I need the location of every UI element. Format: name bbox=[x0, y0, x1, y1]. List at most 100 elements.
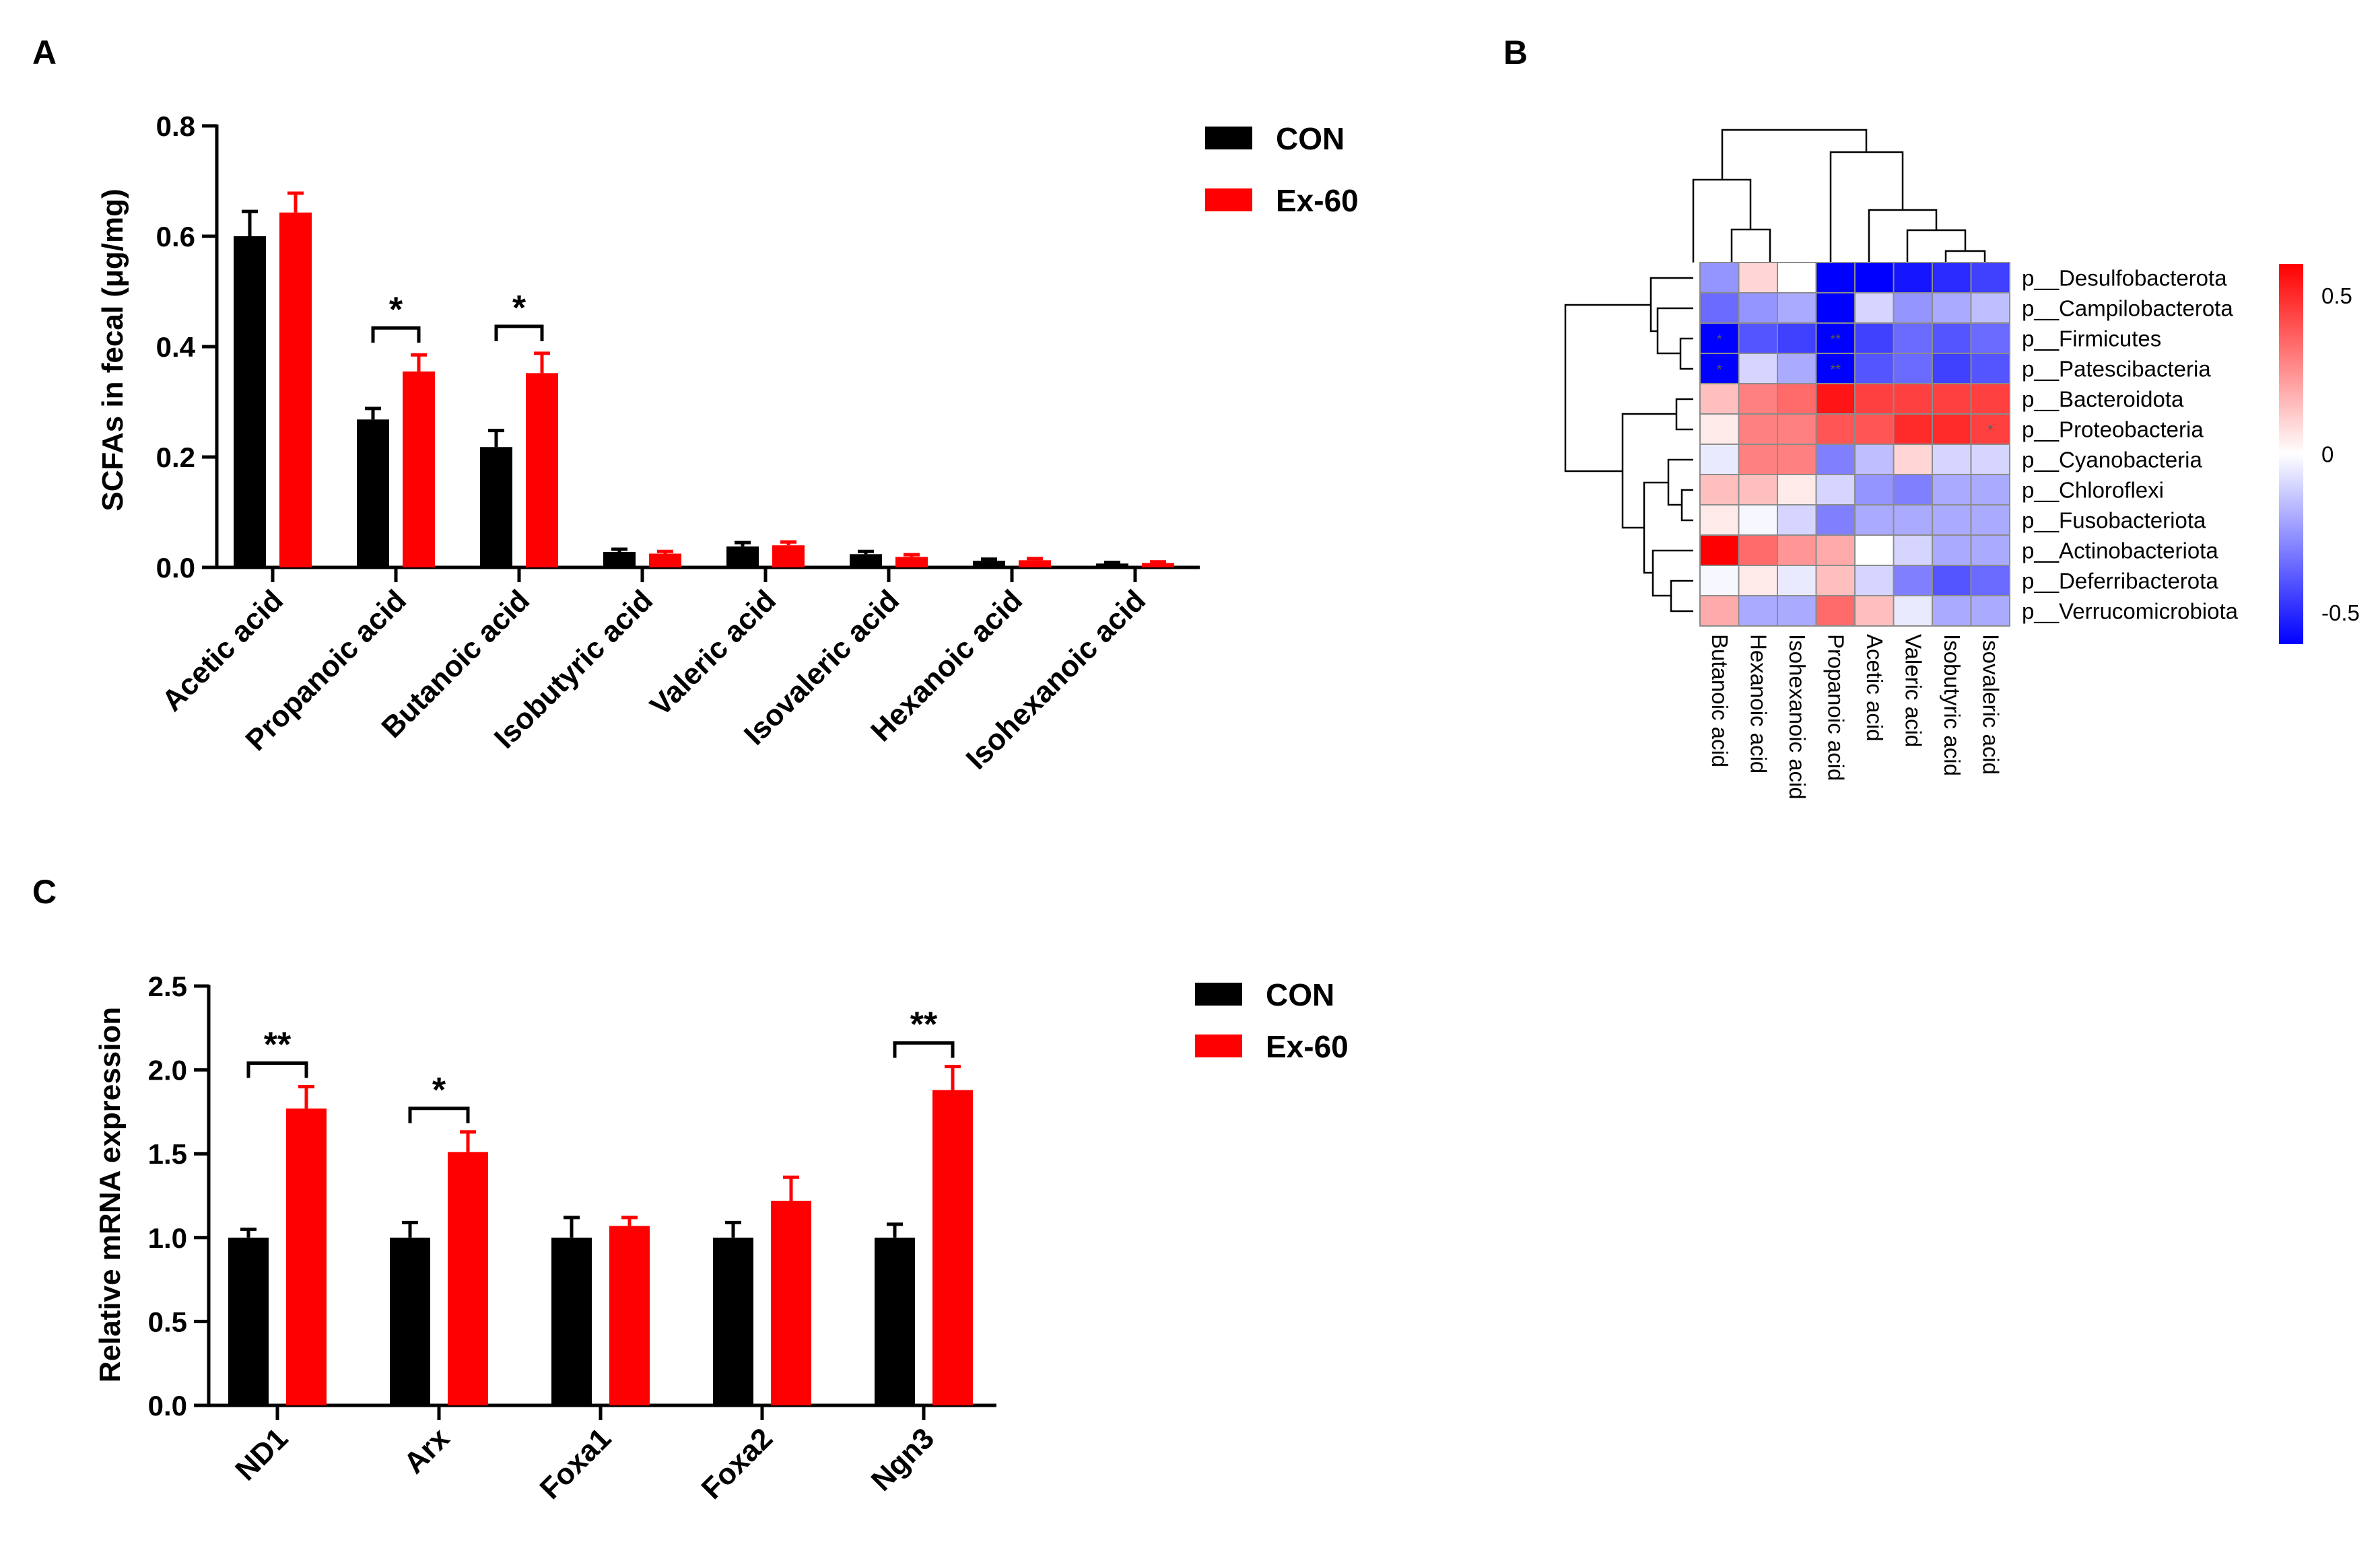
significance-label: * bbox=[512, 289, 526, 328]
panel-a-y-axis: 0.0 0.2 0.4 0.6 0.8 bbox=[156, 110, 219, 584]
heatmap-cell bbox=[1932, 504, 1972, 536]
heatmap-cell bbox=[1893, 504, 1933, 536]
bar-ex-60 bbox=[526, 373, 558, 567]
heatmap-cell bbox=[1893, 383, 1933, 415]
y-tick-label: 2.5 bbox=[148, 971, 187, 1002]
bar-ex-60 bbox=[895, 557, 928, 567]
heatmap-cell bbox=[1893, 292, 1933, 324]
panel-a-significance: * * bbox=[371, 289, 544, 343]
panel-c-y-axis-label: Relative mRNA expression bbox=[94, 1007, 127, 1382]
heatmap-cell bbox=[1699, 565, 1740, 596]
heatmap-cell bbox=[1777, 413, 1817, 445]
heatmap-cell bbox=[1854, 383, 1895, 415]
heatmap-cell bbox=[1932, 292, 1972, 324]
panel-c-x-axis bbox=[209, 1403, 996, 1420]
colorbar-tick-label: 0.5 bbox=[2321, 283, 2352, 308]
bar-ex-60 bbox=[771, 1200, 811, 1405]
y-tick-label: 1.5 bbox=[148, 1138, 187, 1170]
heatmap-column-label: Hexanoic acid bbox=[1746, 634, 1771, 773]
heatmap-column-label: Isobutyric acid bbox=[1940, 634, 1965, 776]
legend-label-con: CON bbox=[1276, 121, 1345, 156]
dendrogram-branch bbox=[1656, 307, 1693, 355]
heatmap-cell bbox=[1970, 534, 2010, 566]
heatmap-cell bbox=[1738, 534, 1778, 566]
panel-a: A SCFAs in fecal (μg/mg) 0.0 0.2 0.4 0.6 0.8… bbox=[32, 34, 1359, 776]
heatmap-significance-mark: ** bbox=[1830, 332, 1841, 347]
heatmap-cell bbox=[1777, 262, 1817, 293]
bar-con bbox=[1096, 563, 1128, 567]
heatmap-row-label: p__Cyanobacteria bbox=[2022, 448, 2202, 472]
heatmap-significance-mark: * bbox=[1717, 363, 1722, 378]
heatmap-cell bbox=[1854, 504, 1895, 536]
heatmap-row-label: p__Campilobacterota bbox=[2022, 296, 2233, 321]
heatmap-cell bbox=[1893, 413, 1933, 445]
dendrogram-branch bbox=[1906, 229, 1967, 262]
heatmap-cell bbox=[1738, 504, 1778, 536]
heatmap-cell bbox=[1893, 353, 1933, 384]
heatmap-row-label: p__Desulfobacterota bbox=[2022, 266, 2227, 291]
heatmap-row-label: p__Chloroflexi bbox=[2022, 478, 2164, 503]
heatmap-cell bbox=[1932, 353, 1972, 384]
heatmap-cell bbox=[1970, 383, 2010, 415]
heatmap-cell bbox=[1777, 353, 1817, 384]
bar-ex-60 bbox=[609, 1226, 650, 1405]
heatmap-cell bbox=[1970, 504, 2010, 536]
bar-ex-60 bbox=[772, 545, 805, 567]
bar-ex-60 bbox=[649, 553, 681, 567]
panel-c: C Relative mRNA expression 0.0 0.5 1.0 1.5 2… bbox=[32, 873, 1349, 1506]
heatmap-row-label: p__Fusobacteriota bbox=[2022, 508, 2206, 533]
heatmap-cell bbox=[1699, 413, 1740, 445]
significance-label: * bbox=[389, 290, 403, 329]
heatmap-cell bbox=[1932, 534, 1972, 566]
significance-bracket bbox=[494, 324, 544, 341]
bar-con bbox=[228, 1237, 269, 1405]
heatmap-cell bbox=[1815, 504, 1856, 536]
heatmap-row-label: p__Bacteroidota bbox=[2022, 387, 2184, 412]
heatmap-cell bbox=[1854, 262, 1895, 293]
heatmap-cell bbox=[1815, 262, 1856, 293]
dendrogram-branch bbox=[1564, 304, 1651, 472]
dendrogram-branch bbox=[1675, 398, 1693, 431]
bar-con bbox=[551, 1237, 592, 1405]
heatmap-cell bbox=[1738, 565, 1778, 596]
heatmap-cell bbox=[1777, 534, 1817, 566]
legend-label-con: CON bbox=[1266, 977, 1334, 1012]
heatmap-cell bbox=[1854, 474, 1895, 505]
panel-a-legend: CON Ex-60 bbox=[1205, 121, 1359, 218]
heatmap-cell bbox=[1970, 292, 2010, 324]
panel-c-x-labels: ND1 Arx Foxa1 Foxa2 Ngn3 bbox=[229, 1422, 941, 1506]
bar-ex-60 bbox=[448, 1152, 488, 1405]
heatmap-cell bbox=[1932, 383, 1972, 415]
dendrogram-branch bbox=[1679, 337, 1693, 370]
heatmap-cell bbox=[1854, 534, 1895, 566]
panel-a-letter: A bbox=[32, 34, 57, 71]
panel-c-legend: CON Ex-60 bbox=[1195, 977, 1349, 1064]
heatmap-cell bbox=[1854, 413, 1895, 445]
heatmap-cell bbox=[1777, 292, 1817, 324]
heatmap-cell bbox=[1738, 595, 1778, 627]
heatmap-column-label: Propanoic acid bbox=[1823, 634, 1848, 781]
heatmap-column-label: Isohexanoic acid bbox=[1785, 634, 1810, 800]
panel-a-bars bbox=[234, 191, 1174, 567]
heatmap-cell bbox=[1893, 474, 1933, 505]
panel-c-bars bbox=[228, 1065, 973, 1405]
heatmap-cell bbox=[1699, 383, 1740, 415]
heatmap-cell bbox=[1893, 262, 1933, 293]
heatmap-cell bbox=[1738, 383, 1778, 415]
heatmap-cell bbox=[1970, 322, 2010, 354]
panel-c-y-axis: 0.0 0.5 1.0 1.5 2.0 2.5 bbox=[148, 971, 211, 1422]
heatmap-column-label: Isovaleric acid bbox=[1978, 634, 2003, 775]
heatmap-cell bbox=[1777, 474, 1817, 505]
y-tick-label: 0.0 bbox=[156, 552, 195, 584]
dendrogram-branch bbox=[1680, 489, 1693, 522]
heatmap-cell bbox=[1815, 565, 1856, 596]
panel-b-heatmap-cells bbox=[1699, 262, 2010, 627]
heatmap-cell bbox=[1815, 292, 1856, 324]
heatmap-cell bbox=[1815, 322, 1856, 354]
heatmap-significance-mark: ** bbox=[1830, 363, 1841, 378]
heatmap-cell bbox=[1738, 292, 1778, 324]
heatmap-cell bbox=[1699, 474, 1740, 505]
heatmap-cell bbox=[1893, 565, 1933, 596]
heatmap-cell bbox=[1815, 595, 1856, 627]
